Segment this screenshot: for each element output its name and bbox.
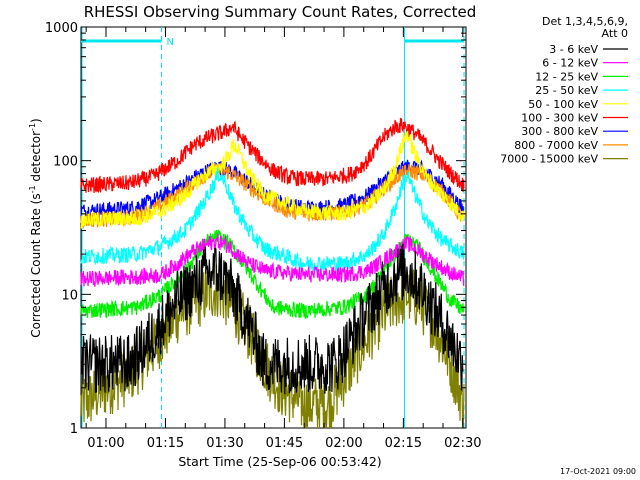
y-tick-label-3: 1000 [45,21,78,36]
legend-label-0: 3 - 6 keV [549,43,598,56]
legend-label-6: 300 - 800 keV [521,125,598,138]
x-tick-label-2: 01:30 [206,436,243,451]
y-axis-label: Corrected Count Rate (s-1 detector-1) [28,118,43,337]
y-axis-label-mid: detector [29,131,43,186]
y-axis-label-sup-1: -1 [28,185,37,193]
legend-label-3: 25 - 50 keV [535,84,598,97]
legend-label-7: 800 - 7000 keV [514,139,598,152]
x-tick-label-3: 01:45 [266,436,303,451]
series-line-0 [80,243,464,395]
legend-label-2: 12 - 25 keV [535,70,598,83]
series-line-1 [80,233,465,287]
plot-area: N 1 10 100 1000 01:00 01:15 01:30 01:45 02:00 02:1… [45,21,482,451]
series-line-5 [80,117,465,194]
legend-label-8: 7000 - 15000 keV [500,153,598,166]
series-line-4 [80,130,465,230]
footer-timestamp: 17-Oct-2021 09:00 [560,467,636,476]
x-tick-label-6: 02:30 [444,436,481,451]
x-axis-label: Start Time (25-Sep-06 00:53:42) [178,454,381,469]
legend-header-line-2: Att 0 [602,27,628,40]
x-tick-label-4: 02:00 [325,436,362,451]
y-axis-label-sup-2: -1 [28,123,37,131]
chart-title: RHESSI Observing Summary Count Rates, Co… [84,3,477,21]
y-axis-label-main: Corrected Count Rate (s [29,193,43,337]
legend-header-line-1: Det 1,3,4,5,6,9, [542,15,628,28]
y-tick-label-1: 10 [61,288,78,303]
legend-label-1: 6 - 12 keV [542,57,598,70]
x-tick-label-1: 01:15 [147,436,184,451]
series-line-3 [80,167,465,273]
x-tick-label-0: 01:00 [87,436,124,451]
legend-label-4: 50 - 100 keV [528,98,598,111]
saa-label: N [166,37,173,48]
y-tick-label-2: 100 [53,155,78,170]
legend-label-5: 100 - 300 keV [521,112,598,125]
y-tick-label-0: 1 [70,422,78,437]
y-axis-label-end: ) [29,118,43,123]
x-tick-label-5: 02:15 [385,436,422,451]
